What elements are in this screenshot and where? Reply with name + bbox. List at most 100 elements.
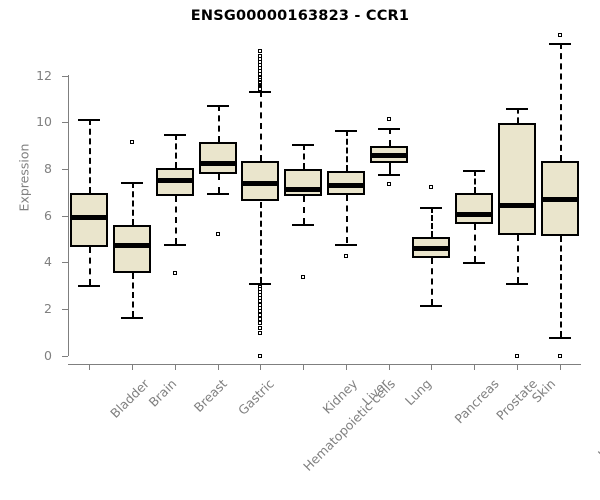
whisker-cap-upper xyxy=(292,143,315,146)
median-line xyxy=(497,202,536,208)
whisker-lower xyxy=(175,195,177,244)
outlier-point xyxy=(215,232,220,237)
y-tick-label: 10 xyxy=(36,114,52,130)
x-tick-label-unknown-other: Unknown / Other xyxy=(594,376,600,462)
whisker-cap-lower xyxy=(206,193,229,196)
whisker-cap-upper xyxy=(206,105,229,108)
whisker-lower xyxy=(431,257,433,305)
outlier-point xyxy=(343,254,348,259)
chart-title: ENSG00000163823 - CCR1 xyxy=(190,8,410,24)
whisker-cap-lower xyxy=(249,283,272,286)
y-tick-mark xyxy=(62,75,68,77)
x-tick-label-lung: Lung xyxy=(401,376,434,409)
whisker-lower xyxy=(303,196,305,225)
outlier-point xyxy=(258,87,263,92)
whisker-lower xyxy=(389,163,391,174)
median-line xyxy=(455,211,494,217)
whisker-upper xyxy=(560,43,562,161)
whisker-upper xyxy=(346,129,348,172)
whisker-cap-lower xyxy=(163,243,186,246)
y-axis-line xyxy=(68,75,69,356)
box-iqr xyxy=(198,142,237,174)
box-iqr xyxy=(455,192,494,225)
y-tick-label: 8 xyxy=(44,160,52,176)
outlier-point xyxy=(258,313,263,318)
whisker-lower xyxy=(474,224,476,262)
whisker-cap-upper xyxy=(377,128,400,130)
x-axis-line xyxy=(68,364,581,365)
whisker-upper xyxy=(431,206,433,237)
median-line xyxy=(70,214,109,220)
x-tick-mark xyxy=(218,364,219,370)
y-tick-mark xyxy=(62,262,68,264)
whisker-cap-upper xyxy=(505,107,528,110)
whisker-cap-lower xyxy=(420,304,443,307)
y-tick-label: 0 xyxy=(44,347,52,363)
outlier-point xyxy=(258,353,263,358)
whisker-lower xyxy=(132,273,134,317)
whisker-cap-upper xyxy=(420,206,443,209)
y-tick-mark xyxy=(62,168,68,170)
median-line xyxy=(113,243,152,249)
whisker-upper xyxy=(260,90,262,161)
outlier-point xyxy=(172,270,177,275)
whisker-cap-upper xyxy=(463,170,486,172)
outlier-point xyxy=(514,353,519,358)
x-tick-mark xyxy=(260,364,261,370)
whisker-cap-lower xyxy=(463,261,486,264)
box-iqr xyxy=(70,193,109,248)
outlier-point xyxy=(258,325,263,330)
median-line xyxy=(540,197,579,203)
outlier-point xyxy=(130,140,135,144)
whisker-lower xyxy=(517,235,519,283)
outlier-point xyxy=(386,117,391,122)
x-tick-mark xyxy=(431,364,432,370)
outlier-point xyxy=(258,331,263,336)
outlier-point xyxy=(258,321,263,326)
whisker-cap-upper xyxy=(249,90,272,93)
y-tick-mark xyxy=(62,215,68,217)
x-tick-mark xyxy=(389,364,390,370)
whisker-cap-lower xyxy=(78,284,101,287)
x-tick-mark xyxy=(303,364,304,370)
y-tick-label: 2 xyxy=(44,300,52,316)
whisker-upper xyxy=(218,105,220,142)
outlier-point xyxy=(557,33,562,38)
y-tick-mark xyxy=(62,355,68,357)
x-tick-mark xyxy=(346,364,347,370)
median-line xyxy=(412,246,451,252)
outlier-point xyxy=(301,274,306,279)
median-line xyxy=(369,152,408,158)
median-line xyxy=(284,187,323,193)
x-tick-mark xyxy=(175,364,176,370)
median-line xyxy=(241,180,280,186)
whisker-cap-upper xyxy=(121,181,144,184)
median-line xyxy=(326,183,365,189)
outlier-point xyxy=(429,185,434,190)
whisker-upper xyxy=(175,134,177,168)
whisker-cap-lower xyxy=(121,317,144,319)
whisker-cap-lower xyxy=(377,173,400,176)
whisker-cap-upper xyxy=(78,119,101,122)
whisker-upper xyxy=(389,128,391,146)
outlier-point xyxy=(258,49,263,53)
box-iqr xyxy=(113,224,152,274)
y-tick-mark xyxy=(62,308,68,310)
x-tick-label-pancreas: Pancreas xyxy=(451,376,503,427)
whisker-lower xyxy=(560,236,562,338)
y-tick-label: 4 xyxy=(44,254,52,270)
whisker-lower xyxy=(346,194,348,244)
whisker-cap-upper xyxy=(334,129,357,132)
outlier-point xyxy=(258,309,263,314)
x-tick-label-breast: Breast xyxy=(190,376,230,416)
median-line xyxy=(155,178,194,184)
x-tick-mark xyxy=(474,364,475,370)
whisker-upper xyxy=(89,119,91,194)
y-tick-label: 6 xyxy=(44,207,52,223)
whisker-cap-lower xyxy=(548,337,571,340)
whisker-upper xyxy=(132,181,134,225)
whisker-cap-upper xyxy=(548,43,571,46)
x-tick-mark xyxy=(517,364,518,370)
median-line xyxy=(198,161,237,167)
